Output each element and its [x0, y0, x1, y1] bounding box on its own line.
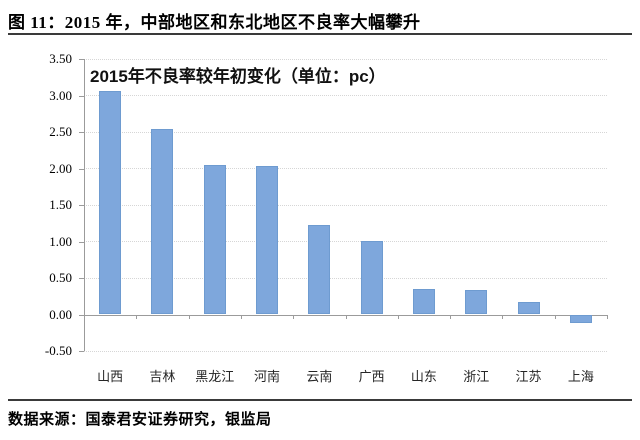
- gridline: [84, 95, 607, 96]
- y-axis-label: -0.50: [44, 343, 72, 358]
- x-axis-label: 广西: [358, 369, 385, 384]
- chart-bar: [517, 302, 540, 315]
- chart-bar: [151, 129, 174, 315]
- x-axis-tick: [240, 314, 242, 319]
- gridline: [84, 131, 607, 133]
- gridline: [84, 350, 607, 352]
- chart-bar: [412, 288, 435, 315]
- x-axis-label: 黑龙江: [195, 369, 235, 384]
- y-axis-label: 2.00: [49, 160, 72, 176]
- chart-bar: [308, 225, 331, 315]
- chart-title: 2015年不良率较年初变化（单位：pc）: [90, 67, 386, 86]
- x-axis-label: 江苏: [515, 369, 542, 384]
- x-axis-tick: [397, 314, 399, 319]
- x-axis-label: 云南: [306, 369, 333, 384]
- chart-bar: [203, 164, 226, 315]
- x-axis-tick: [188, 314, 190, 319]
- y-axis-tick: [79, 241, 84, 243]
- y-axis-label: 1.50: [49, 197, 72, 212]
- y-axis-tick: [79, 59, 84, 60]
- y-axis-tick: [79, 132, 84, 133]
- x-axis-label: 浙江: [463, 369, 490, 384]
- y-axis-tick: [79, 95, 84, 97]
- chart-bar: [465, 290, 488, 315]
- gridline: [84, 241, 607, 242]
- y-axis-tick: [79, 351, 84, 352]
- x-axis-tick: [136, 314, 138, 319]
- x-axis-label: 山西: [97, 369, 124, 384]
- x-axis-tick: [84, 314, 85, 319]
- y-axis-label: 3.00: [49, 87, 72, 103]
- gridline: [84, 58, 607, 60]
- y-axis-tick: [79, 278, 84, 279]
- y-axis-label: 3.50: [49, 51, 72, 66]
- chart-bar: [256, 166, 279, 315]
- x-axis-label: 山东: [410, 369, 437, 384]
- x-axis-label: 河南: [254, 369, 281, 384]
- x-axis-tick: [607, 314, 608, 319]
- gridline: [84, 277, 607, 279]
- chart-bar: [99, 91, 122, 315]
- y-axis-label: 2.50: [49, 124, 72, 139]
- gridline: [84, 204, 607, 206]
- chart-bar: [569, 314, 592, 323]
- title-divider-rule: [8, 33, 632, 35]
- x-axis-tick: [293, 314, 295, 319]
- y-axis-label: 0.50: [49, 270, 72, 285]
- footer-divider-rule: [8, 399, 632, 401]
- y-axis-label: 0.00: [49, 306, 72, 322]
- y-axis-tick: [79, 168, 84, 170]
- y-axis-label: 1.00: [49, 233, 72, 249]
- x-axis-tick: [450, 314, 452, 319]
- x-axis-label: 上海: [567, 369, 594, 384]
- source-note: 数据来源：国泰君安证券研究，银监局: [8, 412, 272, 428]
- x-axis-tick: [345, 314, 347, 319]
- gridline: [84, 168, 607, 169]
- x-axis-label: 吉林: [149, 369, 176, 384]
- y-axis-line: [84, 59, 85, 351]
- chart-bar: [360, 240, 383, 315]
- figure-title: 图 11：2015 年，中部地区和东北地区不良率大幅攀升: [8, 13, 421, 32]
- y-axis-tick: [79, 314, 84, 316]
- y-axis-tick: [79, 205, 84, 206]
- x-axis-tick: [502, 314, 504, 319]
- x-axis-tick: [554, 314, 556, 319]
